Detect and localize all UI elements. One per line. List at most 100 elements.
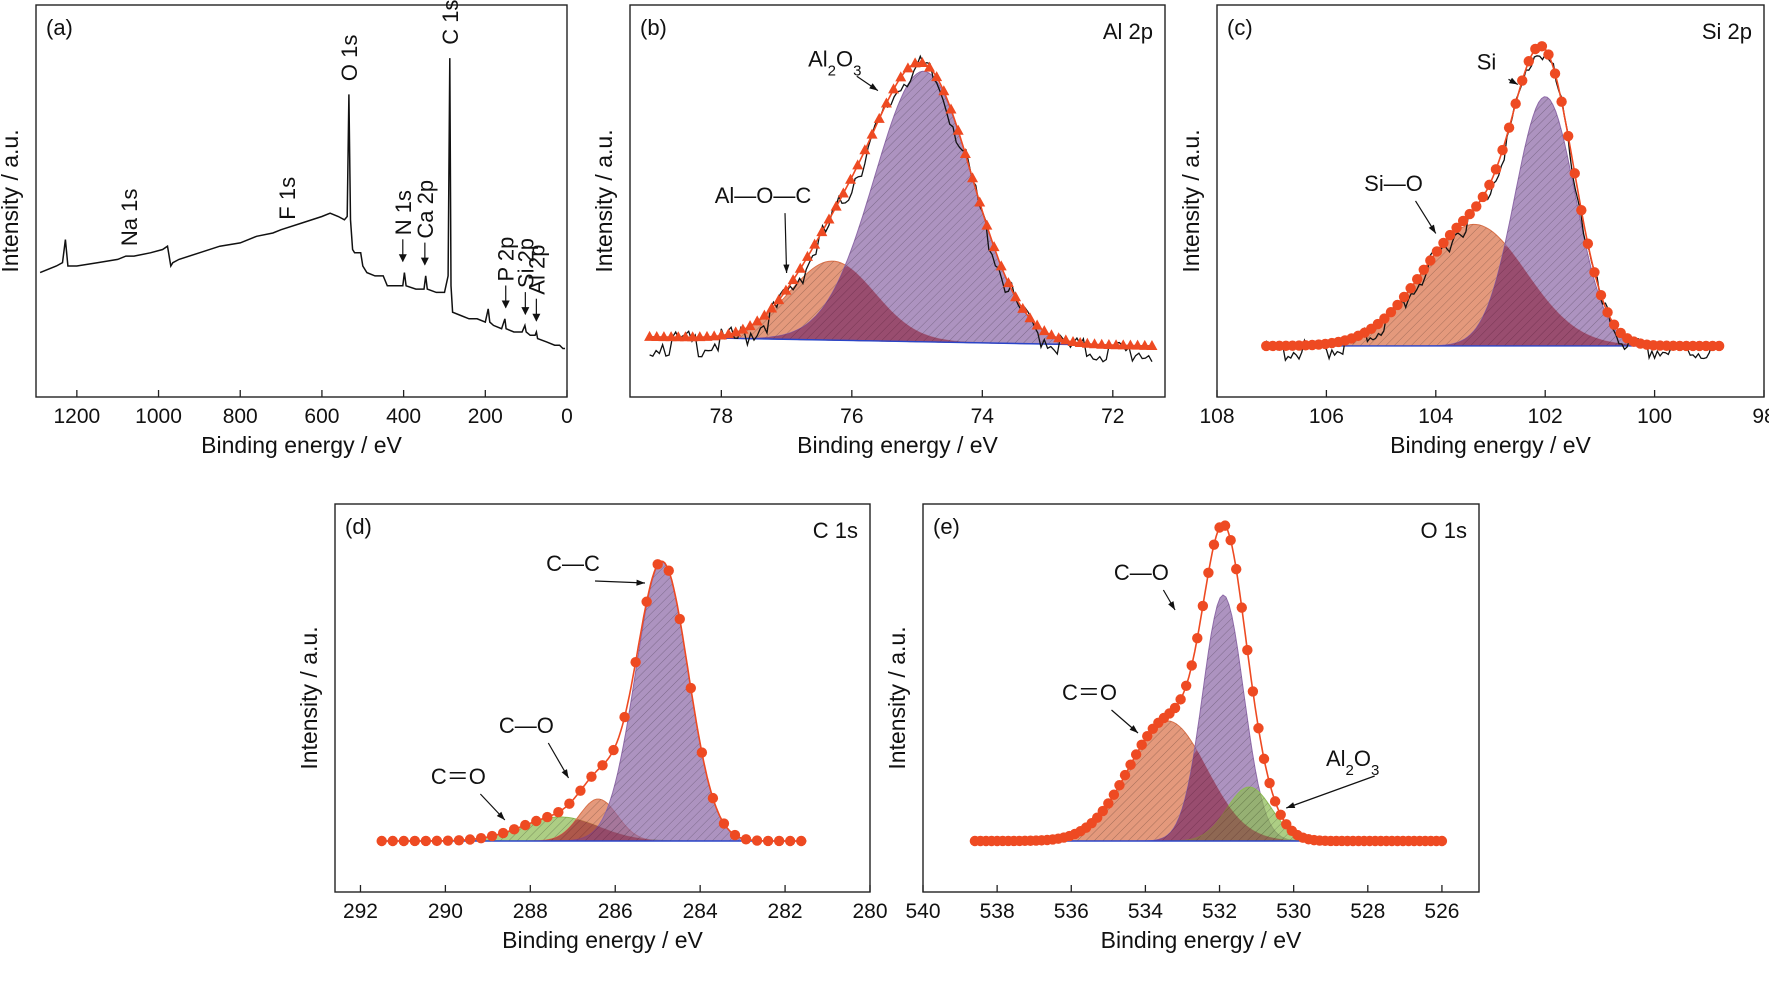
peak-annotation-label: Si—O [1364,171,1423,196]
envelope-marker [1477,191,1489,203]
envelope-marker [1602,307,1613,318]
envelope-marker [1142,730,1153,742]
y-axis-label: Intensity / a.u. [591,129,617,272]
envelope-marker [1103,798,1114,809]
envelope-marker [787,274,799,285]
envelope-marker [780,284,792,295]
x-tick-label: 104 [1418,405,1453,428]
envelope-marker [751,835,763,846]
envelope-marker [852,159,864,170]
x-tick-label: 98 [1752,405,1769,428]
envelope-marker [718,818,730,829]
envelope-marker [1108,789,1120,800]
envelope-marker [687,331,699,342]
x-tick-label: 0 [561,405,573,428]
envelope-marker [1117,339,1129,350]
peak-label: O 1s [337,35,362,81]
envelope-marker [809,238,821,249]
x-tick-label: 526 [1424,900,1459,923]
peak-annotation-label: C—C [546,551,600,576]
envelope-marker [1169,702,1181,714]
envelope-marker [1124,339,1136,350]
x-tick-label: 106 [1309,405,1344,428]
envelope-marker [923,61,935,72]
envelope-marker [1219,520,1231,531]
envelope-marker [1418,264,1429,276]
envelope-marker [974,196,986,207]
envelope-marker [1053,332,1065,343]
envelope-marker [453,835,465,846]
x-tick-label: 532 [1202,900,1237,923]
panel-e: 540 538 536 534 532 530 528 526 Binding energy /… [884,503,1480,953]
envelope-marker [737,323,749,334]
envelope-marker [641,596,652,607]
envelope-marker [1175,694,1186,705]
envelope-marker [1556,96,1567,107]
peak-label: F 1s [275,177,300,220]
panel-label: (b) [640,15,667,40]
envelope-marker [729,829,741,841]
corner-label: Al 2p [1103,19,1153,44]
x-tick-label: 528 [1350,900,1385,923]
envelope-marker [1444,229,1456,241]
peak-arrowhead [532,313,541,322]
plot-frame [629,4,1166,398]
envelope-marker [1225,535,1236,546]
envelope-marker [608,744,619,756]
envelope-marker [744,320,756,331]
envelope-marker [564,798,575,809]
envelope-marker [1103,338,1115,349]
envelope-marker [762,835,774,847]
x-tick-label: 534 [1128,900,1163,923]
peak-arrowhead [398,254,407,263]
envelope-marker [766,302,778,313]
envelope-marker [1438,237,1449,249]
plot-frame [35,4,568,398]
envelope-marker [938,85,950,96]
envelope-marker [644,330,656,341]
envelope-marker [866,128,878,139]
envelope-marker [794,262,806,273]
annotation-arrowhead [496,811,505,820]
envelope-marker [575,785,586,796]
panel-label: (d) [345,514,372,539]
envelope-marker [1713,340,1725,352]
plot-frame [922,503,1480,893]
plot-frame [1216,4,1765,398]
envelope-marker [1192,633,1203,644]
peak-arrowhead [420,257,429,266]
envelope-marker [1110,339,1122,350]
envelope-marker [665,331,677,342]
plot-frame [334,503,871,893]
envelope-marker [431,835,443,847]
peak-annotation-label: C—O [1114,560,1169,585]
envelope-marker [1130,749,1142,760]
survey-line [39,58,565,350]
component-hatch [1266,224,1721,346]
peak-annotation-label: Al2O3 [1326,746,1379,779]
envelope-marker [1425,255,1436,266]
envelope-marker [1589,267,1600,278]
envelope-marker [694,331,706,342]
envelope-marker [916,57,928,68]
envelope-marker [830,200,842,211]
envelope-marker [1523,56,1534,67]
envelope-marker [701,330,713,341]
envelope-marker [508,824,520,835]
envelope-marker [663,565,674,576]
envelope-marker [952,124,964,135]
envelope-marker [696,747,708,758]
panel-d: 292 290 288 286 284 282 280 Binding energy / eV… [296,503,888,953]
overlap-fill [974,750,1442,841]
envelope-marker [1197,600,1209,612]
annotation-arrowhead [1286,802,1296,809]
x-tick-label: 292 [343,900,378,923]
envelope-marker [988,241,1000,252]
peak-label: Na 1s [117,189,142,246]
envelope-marker [981,219,993,230]
envelope-marker [1119,769,1131,781]
envelope-marker [859,144,871,155]
component-hatch [649,261,1152,346]
envelope-marker [586,771,597,782]
overlap-fill [1266,245,1721,346]
